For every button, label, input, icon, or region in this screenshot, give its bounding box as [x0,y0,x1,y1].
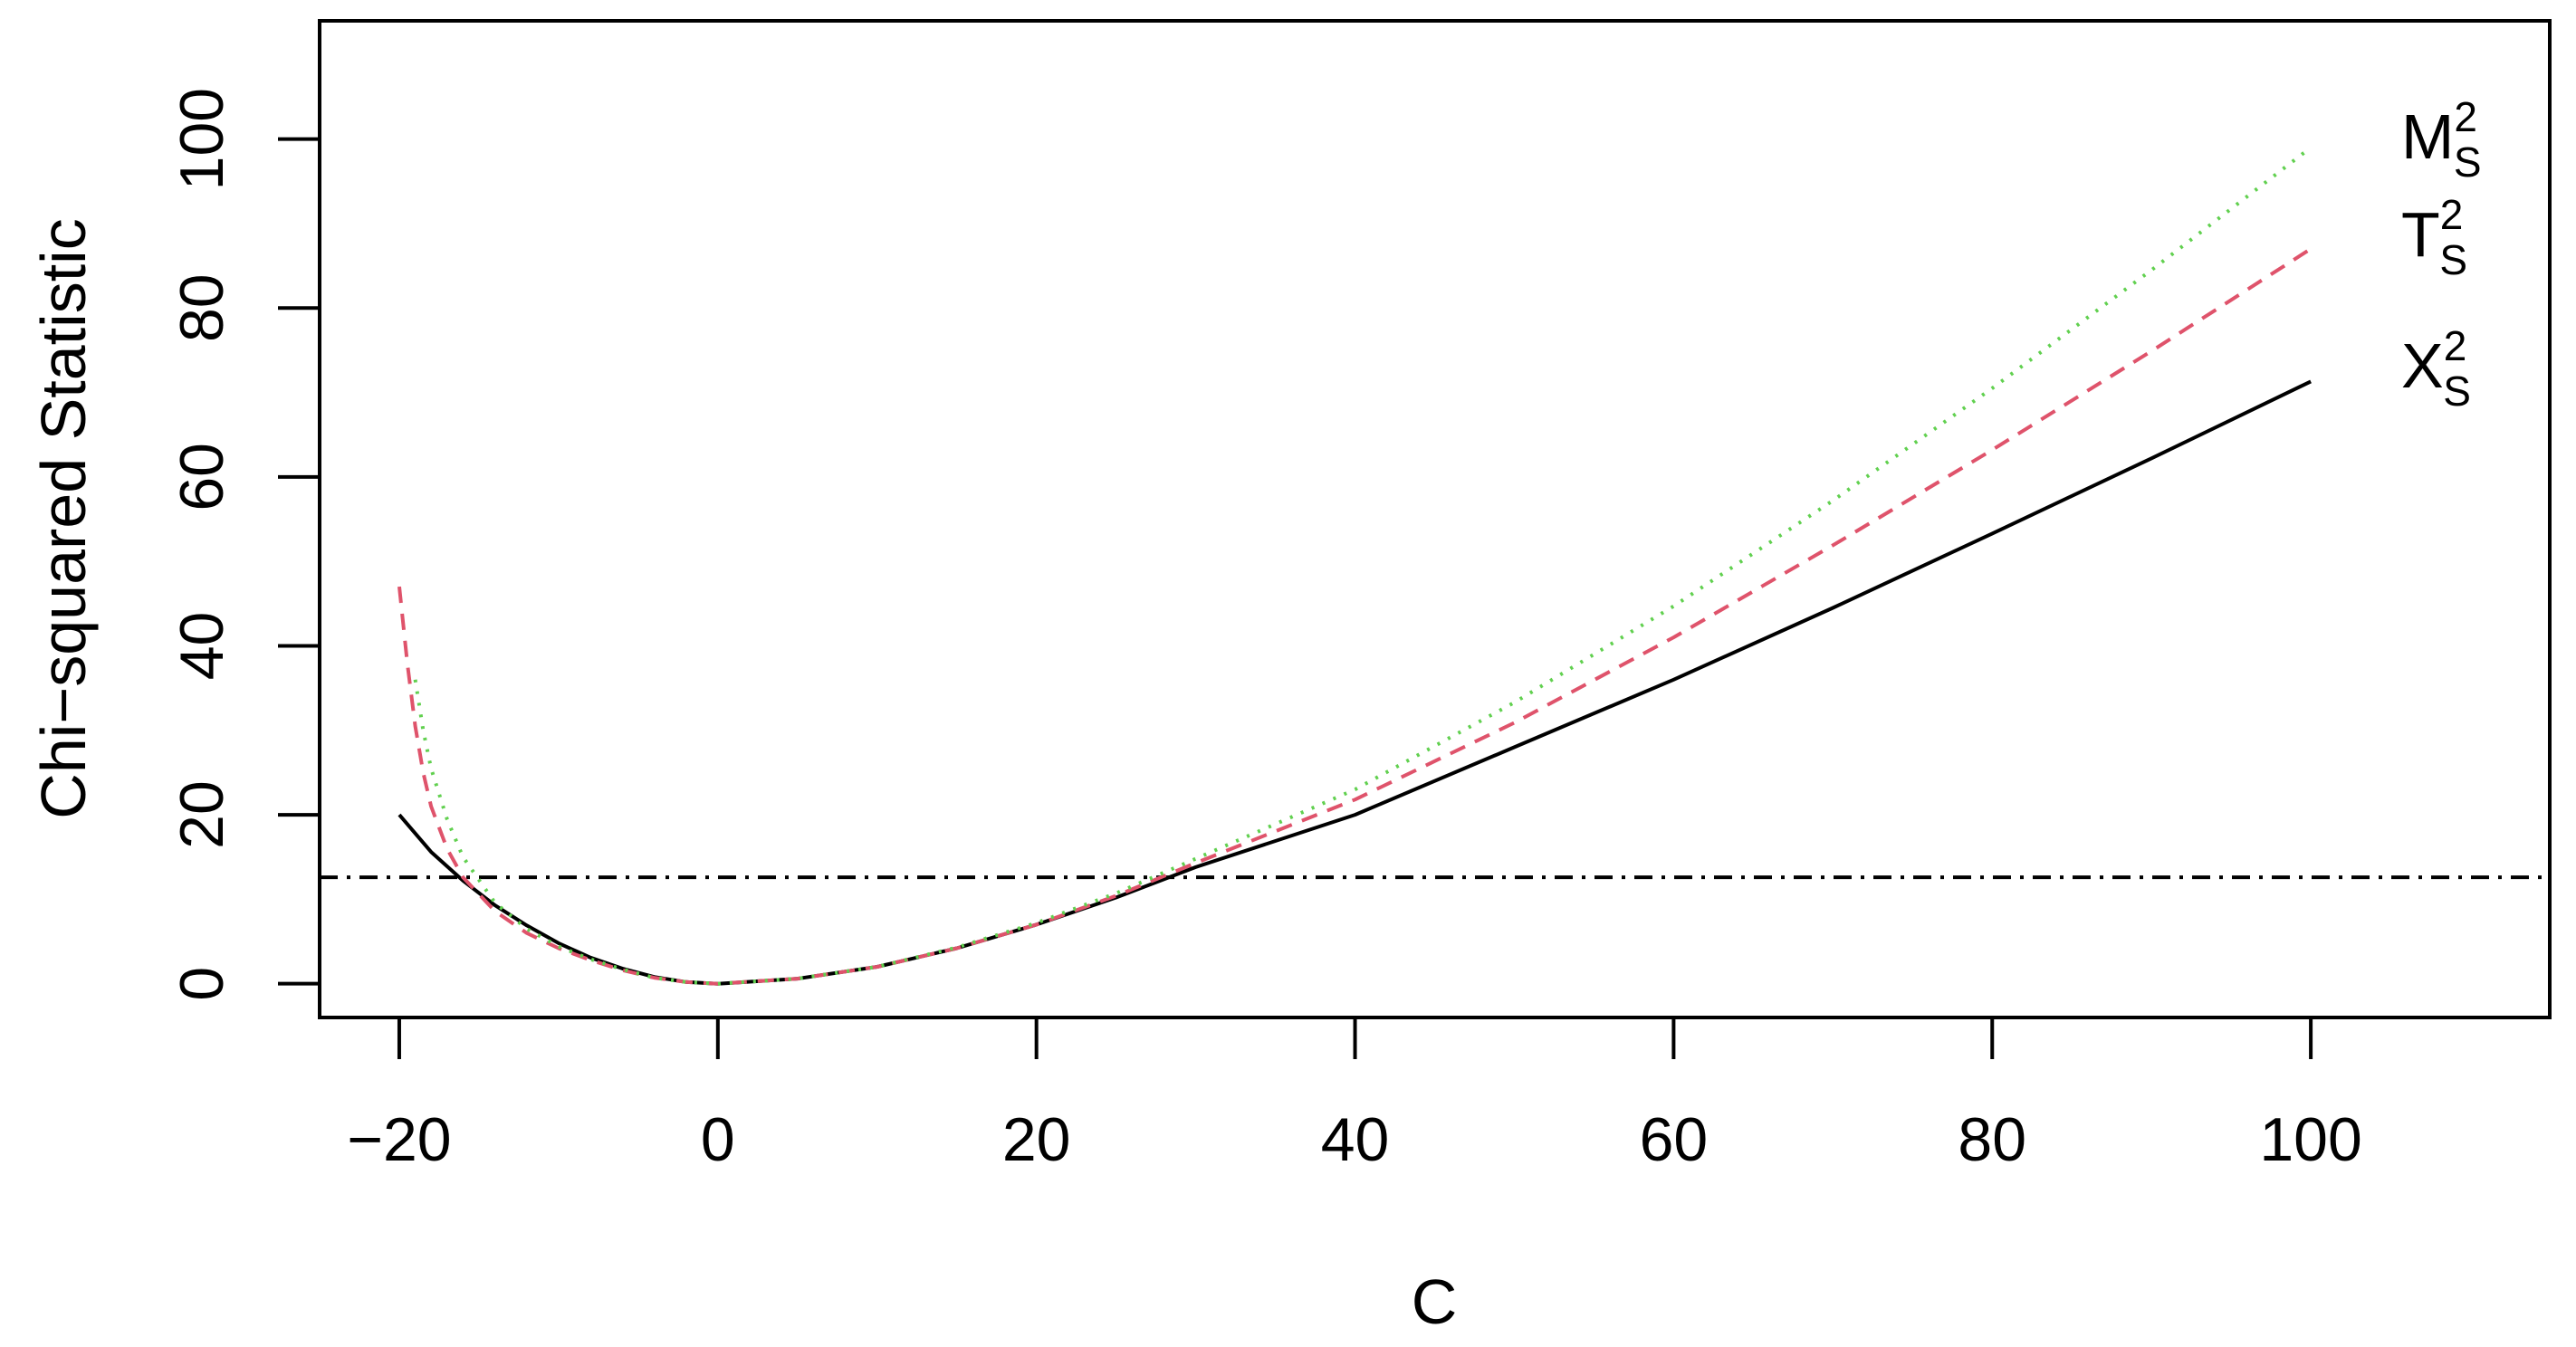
y-axis-title: Chi−squared Statistic [28,218,99,818]
series-layer [397,146,2313,986]
x-tick-label: 80 [1958,1105,2026,1174]
y-tick-label: 80 [168,273,236,342]
plot-frame [318,19,2552,1019]
x-tick-label: 0 [701,1105,735,1174]
y-axis: 0 20 40 60 80 100 [168,88,321,1001]
series-labels: M2 ST2 S X2 S [2401,93,2482,415]
x-tick-label: 20 [1002,1105,1071,1174]
y-tick-label: 0 [168,967,236,1001]
x-tick-label: 60 [1640,1105,1709,1174]
x-axis: −20 0 20 40 60 80 100 [347,1016,2362,1174]
series-label-m: M2 S [2401,93,2482,186]
y-tick-label: 100 [168,88,236,190]
y-tick-label: 20 [168,780,236,849]
series-label-t: T2 S [2401,191,2467,283]
x-tick-label: 100 [2259,1105,2361,1174]
y-tick-label: 40 [168,612,236,681]
series-line-m [413,146,2313,986]
series-label-x: X2 S [2401,322,2471,415]
x-tick-label: 40 [1321,1105,1390,1174]
x-axis-title: C [1412,1266,1458,1337]
series-line-t [397,247,2313,986]
series-line-x [397,379,2312,986]
x-tick-label: −20 [347,1105,451,1174]
y-tick-label: 60 [168,443,236,511]
